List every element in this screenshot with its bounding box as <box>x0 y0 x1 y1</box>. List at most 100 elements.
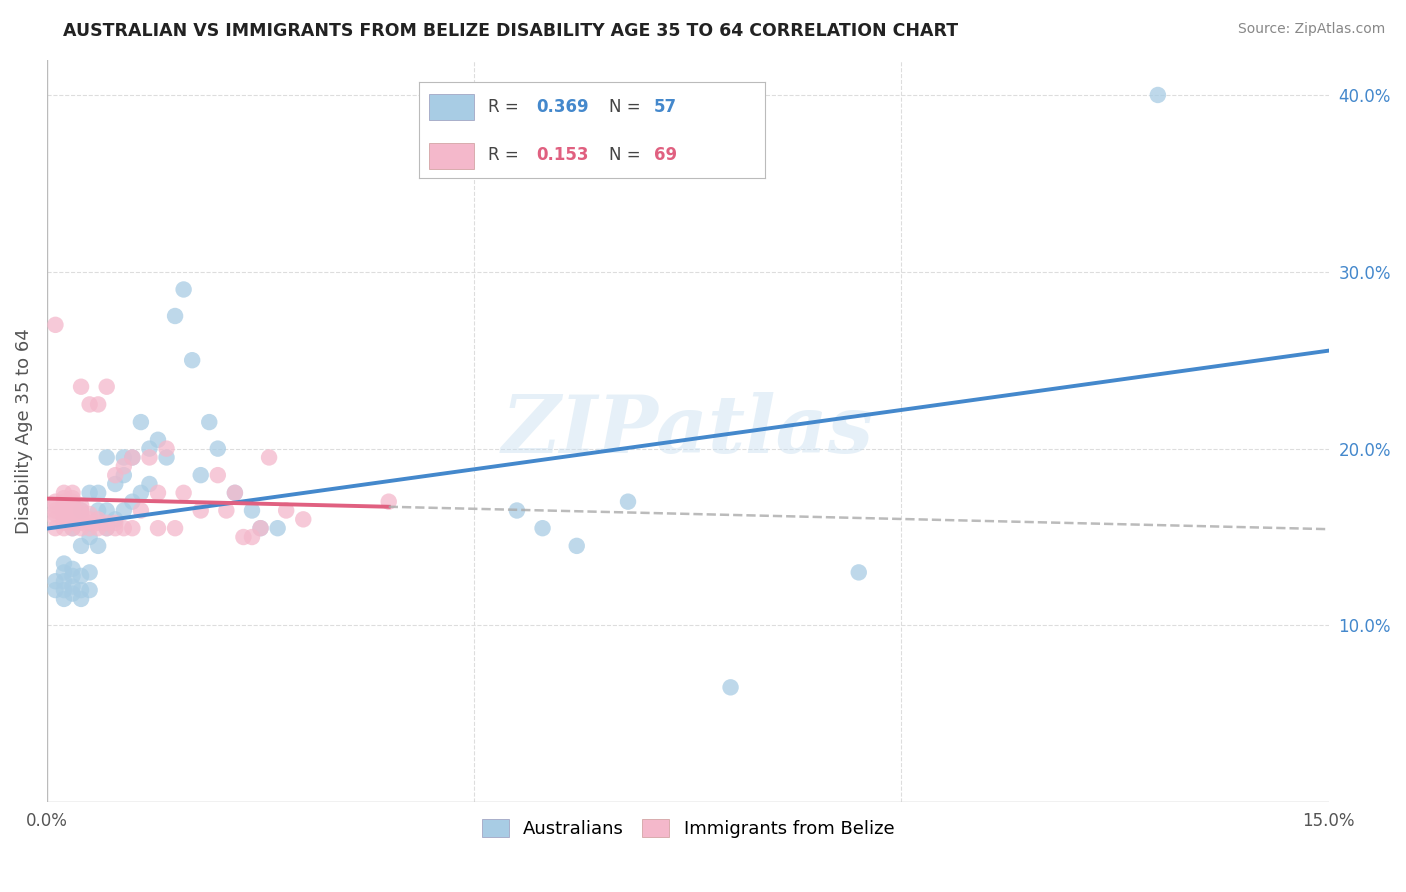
Point <box>53 591 76 606</box>
Point <box>62 494 84 508</box>
Y-axis label: Disability Age 35 to 64: Disability Age 35 to 64 <box>15 328 32 533</box>
Point <box>87 516 110 530</box>
Point <box>207 468 229 483</box>
Point <box>53 557 76 571</box>
Point <box>240 503 263 517</box>
Point <box>62 562 84 576</box>
Point <box>87 512 110 526</box>
Point <box>53 566 76 580</box>
Point <box>249 521 271 535</box>
Point <box>224 485 246 500</box>
Point <box>53 485 76 500</box>
Point <box>240 530 263 544</box>
Point <box>224 485 246 500</box>
Point <box>70 503 93 517</box>
Point <box>173 485 195 500</box>
Point <box>104 468 127 483</box>
Point <box>62 521 84 535</box>
Point <box>79 521 101 535</box>
Point <box>70 583 93 598</box>
Point <box>138 442 160 456</box>
Point <box>87 397 110 411</box>
Point <box>155 450 177 465</box>
Point <box>720 681 742 695</box>
Point <box>62 503 84 517</box>
Point <box>62 512 84 526</box>
Point <box>70 591 93 606</box>
Point <box>62 485 84 500</box>
Point <box>190 468 212 483</box>
Point <box>62 516 84 530</box>
Point <box>44 503 66 517</box>
Point <box>266 521 288 535</box>
Point <box>62 498 84 512</box>
Point <box>44 574 66 589</box>
Point <box>129 503 152 517</box>
Point <box>62 580 84 594</box>
Point <box>70 569 93 583</box>
Point <box>96 521 118 535</box>
Point <box>112 503 135 517</box>
Point <box>70 521 93 535</box>
Point <box>121 521 143 535</box>
Point <box>87 503 110 517</box>
Point <box>112 468 135 483</box>
Point <box>104 477 127 491</box>
Point <box>53 494 76 508</box>
Point <box>617 494 640 508</box>
Point <box>377 494 399 508</box>
Point <box>53 521 76 535</box>
Point <box>249 521 271 535</box>
Point <box>79 566 101 580</box>
Point <box>44 507 66 521</box>
Point <box>53 574 76 589</box>
Point <box>87 539 110 553</box>
Point <box>96 516 118 530</box>
Point <box>70 516 93 530</box>
Point <box>44 494 66 508</box>
Point <box>155 442 177 456</box>
Point <box>96 521 118 535</box>
Point <box>53 583 76 598</box>
Point <box>104 512 127 526</box>
Point <box>531 521 554 535</box>
Point <box>70 507 93 521</box>
Point <box>62 521 84 535</box>
Point <box>198 415 221 429</box>
Point <box>138 477 160 491</box>
Point <box>257 450 280 465</box>
Point <box>44 521 66 535</box>
Text: AUSTRALIAN VS IMMIGRANTS FROM BELIZE DISABILITY AGE 35 TO 64 CORRELATION CHART: AUSTRALIAN VS IMMIGRANTS FROM BELIZE DIS… <box>63 22 959 40</box>
Point <box>70 503 93 517</box>
Point <box>129 485 152 500</box>
Point <box>565 539 588 553</box>
Point <box>79 485 101 500</box>
Point <box>53 512 76 526</box>
Point <box>292 512 315 526</box>
Point <box>146 433 169 447</box>
Point <box>129 415 152 429</box>
Point <box>232 530 254 544</box>
Point <box>112 450 135 465</box>
Point <box>62 491 84 505</box>
Point <box>53 498 76 512</box>
Point <box>79 516 101 530</box>
Point <box>44 318 66 332</box>
Point <box>79 397 101 411</box>
Point <box>848 566 870 580</box>
Point <box>53 491 76 505</box>
Point <box>96 503 118 517</box>
Point <box>121 450 143 465</box>
Point <box>215 503 238 517</box>
Point <box>70 512 93 526</box>
Point <box>44 498 66 512</box>
Point <box>79 512 101 526</box>
Point <box>53 503 76 517</box>
Point <box>506 503 529 517</box>
Legend: Australians, Immigrants from Belize: Australians, Immigrants from Belize <box>474 812 901 846</box>
Point <box>190 503 212 517</box>
Point <box>121 450 143 465</box>
Point <box>165 309 187 323</box>
Point <box>70 539 93 553</box>
Point <box>87 485 110 500</box>
